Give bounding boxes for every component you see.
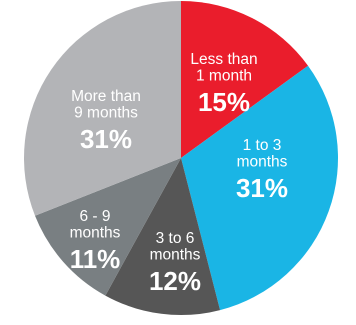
slice-value-label: 15%	[198, 87, 250, 117]
pie-slice	[181, 1, 309, 158]
slice-category-label: More than	[71, 88, 141, 105]
slice-value-label: 31%	[80, 124, 132, 154]
slice-category-label: months	[70, 225, 121, 242]
pie-slice	[105, 158, 221, 316]
slice-category-label: Less than	[190, 51, 257, 68]
pie-slice	[35, 158, 181, 296]
slice-category-label: months	[237, 154, 288, 171]
slice-category-label: 6 - 9	[79, 208, 110, 225]
slice-category-label: 1 month	[196, 68, 252, 85]
slice-category-label: 1 to 3	[243, 137, 282, 154]
slice-category-label: 9 months	[74, 105, 138, 122]
slice-value-label: 11%	[70, 244, 121, 274]
pie-slices	[24, 1, 339, 316]
slice-category-label: 3 to 6	[156, 230, 195, 247]
slice-value-label: 31%	[236, 173, 288, 203]
slice-value-label: 12%	[149, 266, 201, 296]
pie-slice	[181, 65, 339, 311]
pie-slice	[24, 1, 182, 216]
slice-category-label: months	[150, 247, 201, 264]
